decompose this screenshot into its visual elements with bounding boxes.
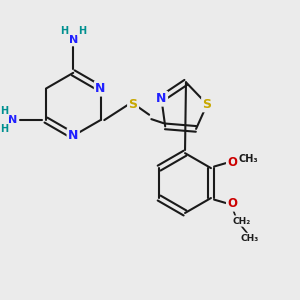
Text: O: O	[227, 156, 237, 169]
Text: N: N	[68, 129, 78, 142]
Text: H: H	[79, 26, 87, 36]
Text: N: N	[95, 82, 106, 95]
Text: S: S	[202, 98, 211, 111]
Text: H: H	[60, 26, 68, 36]
Text: S: S	[129, 98, 138, 111]
Text: O: O	[227, 197, 237, 210]
Text: CH₃: CH₃	[241, 234, 259, 243]
Text: H: H	[0, 124, 8, 134]
Text: CH₂: CH₂	[232, 217, 250, 226]
Text: N: N	[69, 35, 78, 45]
Text: CH₃: CH₃	[239, 154, 259, 164]
Text: H: H	[0, 106, 8, 116]
Text: N: N	[156, 92, 167, 105]
Text: N: N	[8, 115, 17, 125]
